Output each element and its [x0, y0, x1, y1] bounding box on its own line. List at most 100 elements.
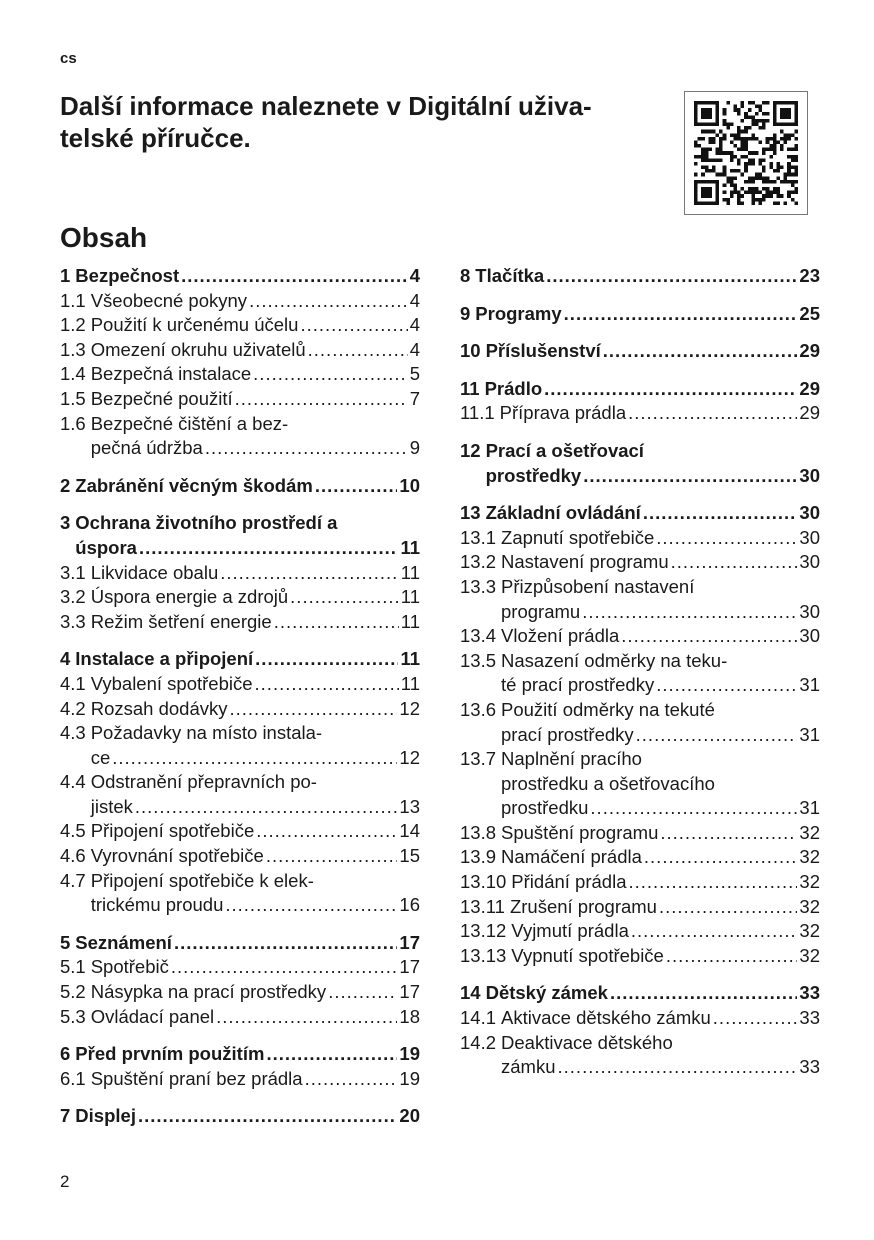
entry-title: Připojení spotřebiče k elek-: [90, 869, 314, 891]
entry-page: 19: [399, 1067, 420, 1089]
toc-section-entry[interactable]: 1.6pečná údržba9: [60, 436, 420, 461]
toc-section-entry[interactable]: 13.5 Nasazení odměrky na teku-: [460, 649, 820, 674]
entry-number: 4.5: [60, 820, 86, 842]
entry-title: Spuštění praní bez prádla: [90, 1067, 303, 1089]
entry-title: Úspora energie a zdrojů: [90, 586, 289, 608]
entry-number: 4: [60, 648, 71, 670]
toc-section-entry[interactable]: 13.7 Naplnění pracího: [460, 747, 820, 772]
entry-title: Aktivace dětského zámku: [501, 1007, 711, 1029]
dot-leader: [308, 338, 408, 363]
toc-section-entry[interactable]: 4.4 Odstranění přepravních po-: [60, 770, 420, 795]
entry-page: 30: [799, 551, 820, 573]
toc-chapter-entry[interactable]: 3úspora11: [60, 536, 420, 561]
entry-page: 18: [399, 1005, 420, 1027]
entry-title: Seznámení: [75, 931, 172, 953]
toc-chapter-entry[interactable]: 12 Prací a ošetřovací: [460, 439, 820, 464]
toc-section-entry[interactable]: 13.3 Přizpůsobení nastavení: [460, 575, 820, 600]
entry-number: 11: [460, 377, 480, 399]
toc-section-entry[interactable]: 13.7prostředku a ošetřovacího: [460, 772, 820, 797]
toc-section-entry[interactable]: 13.6prací prostředky31: [460, 723, 820, 748]
entry-page: 32: [799, 895, 820, 917]
toc-section-entry[interactable]: 14.2zámku33: [460, 1055, 820, 1080]
entry-page: 13: [399, 795, 420, 817]
entry-page: 4: [409, 314, 420, 336]
toc-section-entry[interactable]: 4.3ce12: [60, 746, 420, 771]
entry-number: 13.2: [460, 551, 497, 573]
entry-page: 4: [409, 265, 420, 286]
toc-chapter-entry[interactable]: 12prostředky30: [460, 464, 820, 489]
toc-section-entry[interactable]: 14.2 Deaktivace dětského: [460, 1031, 820, 1056]
entry-number: 1.2: [60, 314, 86, 336]
toc-section-entry[interactable]: 13.7prostředku31: [460, 796, 820, 821]
entry-title: Přizpůsobení nastavení: [501, 575, 695, 597]
toc-section-entry[interactable]: 13.6 Použití odměrky na tekuté: [460, 698, 820, 723]
entry-title: pečná údržba: [90, 437, 203, 459]
toc-section-entry[interactable]: 4.7trickému proudu16: [60, 893, 420, 918]
entry-number: 7: [60, 1105, 71, 1127]
dot-leader: [671, 550, 798, 575]
entry-title: prostředku a ošetřovacího: [501, 772, 715, 794]
toc-section-entry[interactable]: 4.3 Požadavky na místo instala-: [60, 721, 420, 746]
toc-section-entry[interactable]: 13.3programu30: [460, 600, 820, 625]
toc-section-entry[interactable]: 4.4jistek13: [60, 795, 420, 820]
toc-section-entry[interactable]: 4.7 Připojení spotřebiče k elek-: [60, 869, 420, 894]
dot-leader: [644, 845, 798, 870]
entry-title: Spotřebič: [90, 956, 169, 978]
entry-page: 30: [799, 502, 820, 524]
entry-title: Naplnění pracího: [501, 748, 642, 770]
entry-page: 11: [400, 648, 420, 670]
dot-leader: [544, 377, 797, 402]
toc-section-entry[interactable]: 1.6 Bezpečné čištění a bez-: [60, 412, 420, 437]
toc-chapter-entry[interactable]: 3 Ochrana životního prostředí a: [60, 511, 420, 536]
toc-section-entry[interactable]: 13.5té prací prostředky31: [460, 673, 820, 698]
entry-title: Ochrana životního prostředí a: [75, 512, 338, 534]
dot-leader: [205, 436, 408, 461]
qr-code-icon[interactable]: [684, 91, 808, 215]
dot-leader: [112, 746, 397, 771]
entry-number: 1: [60, 265, 71, 286]
entry-title: Namáčení prádla: [501, 846, 642, 868]
entry-page: 23: [799, 265, 820, 286]
